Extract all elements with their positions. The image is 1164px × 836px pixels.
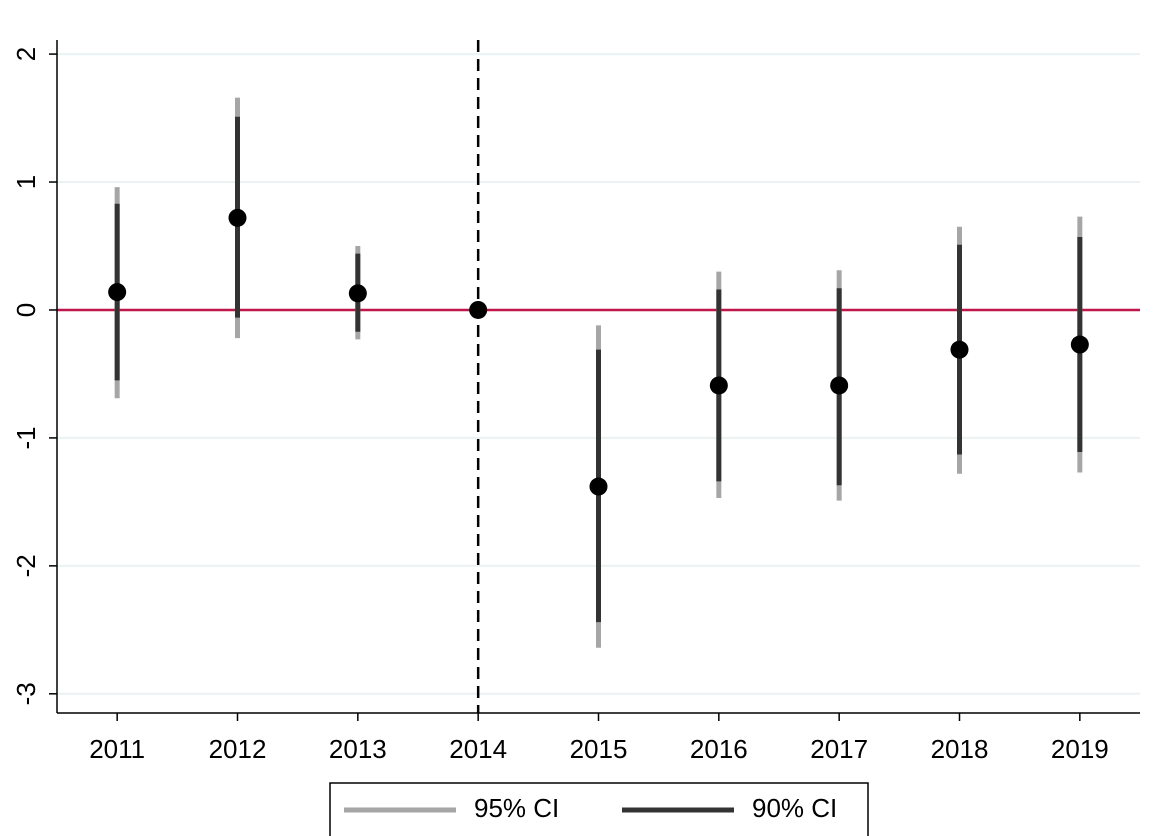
- point-estimate: [108, 283, 127, 302]
- y-tick-label: -3: [11, 682, 41, 705]
- point-estimate: [589, 477, 608, 496]
- y-tick-label: 2: [11, 47, 41, 61]
- point-estimate: [228, 208, 247, 227]
- x-tick-label: 2017: [810, 734, 868, 764]
- x-tick-label: 2015: [570, 734, 628, 764]
- y-tick-label: -2: [11, 554, 41, 577]
- x-tick-label: 2013: [329, 734, 387, 764]
- point-estimate: [348, 284, 367, 303]
- point-estimate: [830, 376, 849, 395]
- x-tick-label: 2012: [209, 734, 267, 764]
- x-tick-label: 2019: [1051, 734, 1109, 764]
- x-tick-label: 2018: [931, 734, 989, 764]
- legend-label: 95% CI: [474, 793, 559, 823]
- x-tick-label: 2011: [89, 734, 145, 764]
- y-tick-label: 1: [11, 175, 41, 189]
- x-tick-label: 2014: [449, 734, 507, 764]
- point-estimate: [709, 376, 728, 395]
- legend-label: 90% CI: [752, 793, 837, 823]
- point-estimate: [469, 300, 488, 319]
- point-estimate: [1070, 335, 1089, 354]
- y-tick-label: 0: [11, 303, 41, 317]
- y-tick-label: -1: [11, 426, 41, 449]
- x-tick-label: 2016: [690, 734, 748, 764]
- point-estimate: [950, 340, 969, 359]
